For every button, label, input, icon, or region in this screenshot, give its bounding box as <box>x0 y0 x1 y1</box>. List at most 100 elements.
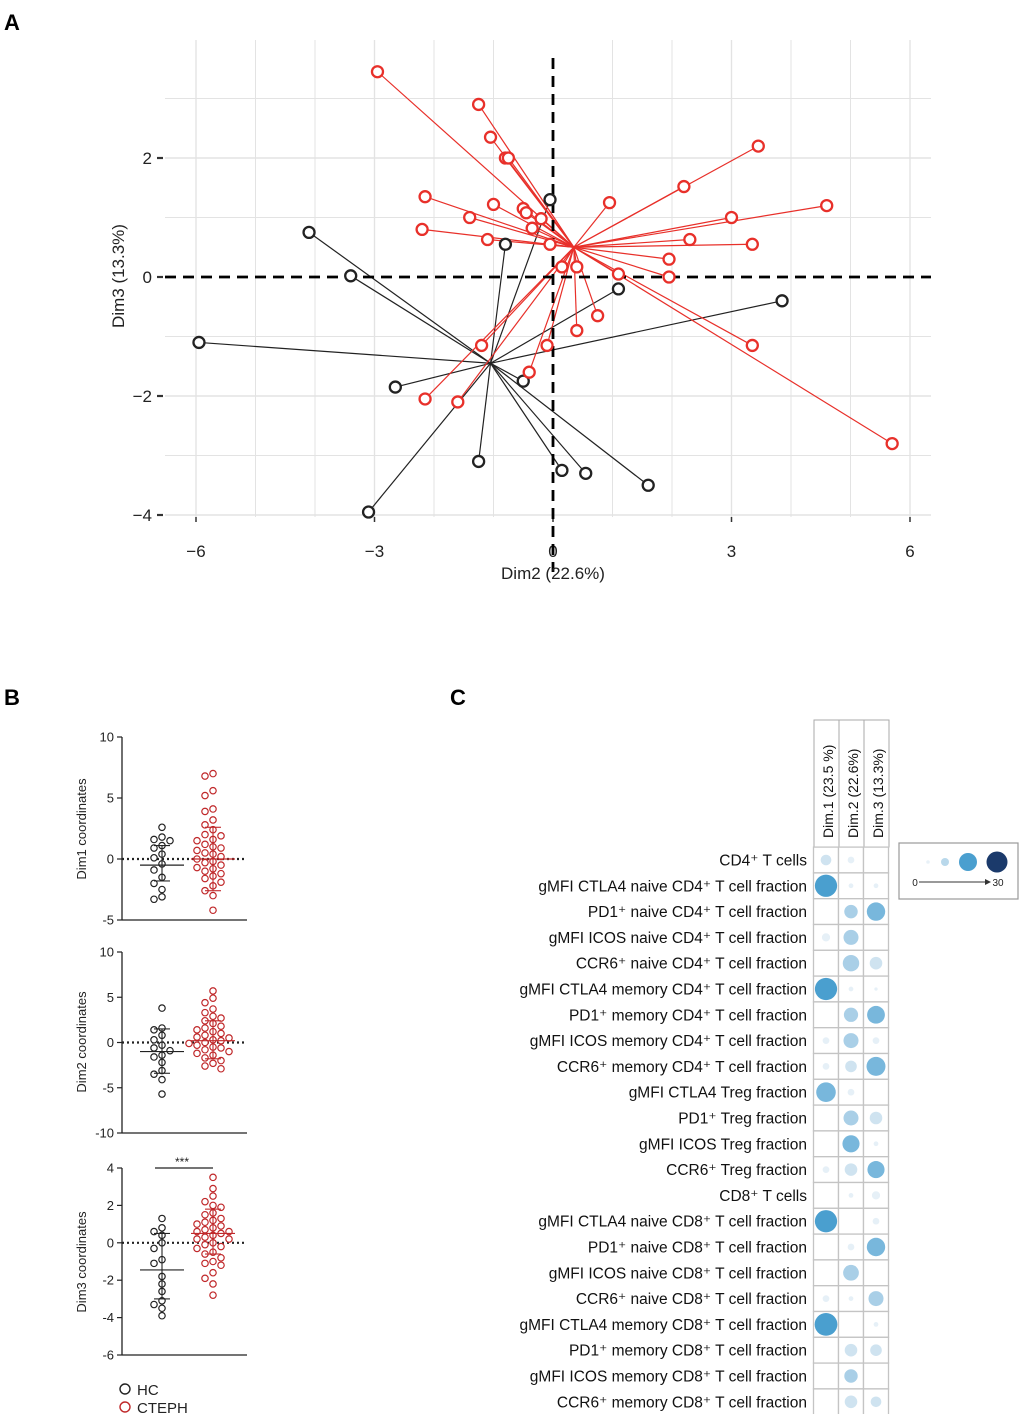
biplot-spoke <box>395 362 491 388</box>
coordinates-point-hc <box>166 836 174 845</box>
biplot-spoke <box>573 246 753 346</box>
heatmap-row-label: PD1⁺ naive CD8⁺ T cell fraction <box>588 1240 807 1257</box>
size-legend-dot-1 <box>926 860 930 864</box>
coordinates-point-cteph <box>201 840 209 849</box>
heatmap-cell <box>837 1207 865 1235</box>
coordinates-point-cteph <box>201 998 209 1007</box>
coordinates-point-hc <box>150 1259 158 1268</box>
coordinates-point-hc <box>150 1070 158 1078</box>
biplot-point-hc <box>555 463 569 478</box>
biplot-point-cteph <box>662 252 676 266</box>
coordinates-y-tick-label: 10 <box>100 730 114 745</box>
coordinates-point-cteph <box>201 1197 209 1206</box>
biplot-point-hc <box>775 294 789 308</box>
coordinates-point-cteph <box>193 1220 201 1228</box>
legend-cteph-label: CTEPH <box>137 1400 188 1414</box>
biplot-point-cteph <box>683 232 697 247</box>
coordinates-point-cteph <box>217 1064 225 1073</box>
size-legend-dot-3 <box>959 853 977 871</box>
coordinates-point-cteph <box>193 836 201 845</box>
coordinates-point-cteph <box>193 1026 201 1034</box>
coordinates-y-tick-label: 2 <box>107 1198 114 1213</box>
biplot-spoke <box>525 212 575 248</box>
coordinates-point-cteph <box>209 1201 217 1210</box>
heatmap-cell <box>837 1310 865 1338</box>
legend-hc-label: HC <box>137 1382 159 1399</box>
biplot-spoke <box>457 246 575 403</box>
biplot-point-cteph <box>480 232 495 247</box>
panel-label-c: C <box>450 685 466 710</box>
biplot-point-cteph <box>751 139 765 153</box>
coordinates-point-cteph <box>185 1039 193 1048</box>
coordinates-point-cteph <box>201 830 209 839</box>
coordinates-point-cteph <box>201 807 209 816</box>
coordinates-point-cteph <box>217 852 225 861</box>
heatmap-contribution-dot <box>822 1037 830 1044</box>
biplot-point-cteph <box>415 222 429 237</box>
heatmap-contribution-dot <box>814 1210 838 1233</box>
heatmap-contribution-dot <box>867 1005 885 1024</box>
coordinates-point-cteph <box>201 1054 209 1062</box>
coordinates-point-cteph <box>201 1210 209 1219</box>
coordinates-point-cteph <box>201 867 209 876</box>
biplot-spoke <box>490 300 783 364</box>
heatmap-row-label: CD4⁺ T cells <box>719 853 807 870</box>
biplot-point-cteph <box>486 197 501 212</box>
heatmap-contribution-dot <box>872 1217 880 1225</box>
biplot-y-tick-label: −2 <box>133 387 152 406</box>
dim3-coordinates-y-label: Dim3 coordinates <box>74 1211 89 1313</box>
biplot-point-hc <box>498 237 513 251</box>
heatmap-contribution-dot <box>844 1343 858 1357</box>
coordinates-point-cteph <box>217 844 225 852</box>
significance-marker: *** <box>175 1155 189 1169</box>
coordinates-point-cteph <box>193 1244 201 1253</box>
biplot-point-cteph <box>519 206 533 220</box>
heatmap-cell <box>812 1233 840 1261</box>
biplot-spoke <box>490 362 563 471</box>
coordinates-point-hc <box>158 1004 166 1012</box>
heatmap-row-label: CCR6⁺ Treg fraction <box>666 1162 807 1179</box>
heatmap-row-label: gMFI ICOS naive CD8⁺ T cell fraction <box>549 1265 807 1282</box>
coordinates-point-cteph <box>201 1259 209 1268</box>
heatmap-contribution-dot <box>814 977 838 1001</box>
heatmap-cell <box>862 1259 890 1287</box>
heatmap-contribution-dot <box>843 929 859 945</box>
coordinates-point-cteph <box>201 1274 209 1283</box>
heatmap-contribution-dot <box>873 1141 879 1147</box>
biplot-spoke <box>540 218 575 248</box>
coordinates-point-hc <box>150 1035 158 1044</box>
coordinates-point-cteph <box>201 1031 209 1040</box>
biplot-x-tick-label: 3 <box>727 542 736 561</box>
heatmap-row-label: gMFI ICOS memory CD8⁺ T cell fraction <box>530 1369 807 1386</box>
heatmap-contribution-dot <box>814 1313 838 1336</box>
biplot-spoke <box>490 362 649 486</box>
biplot-point-cteph <box>451 395 465 409</box>
coordinates-point-hc <box>150 1244 158 1253</box>
heatmap-contribution-dot <box>820 854 832 866</box>
heatmap-contribution-dot <box>872 1037 880 1044</box>
coordinates-point-cteph <box>193 1049 201 1058</box>
heatmap-row-label: CD8⁺ T cells <box>719 1188 807 1205</box>
coordinates-point-cteph <box>201 1233 209 1241</box>
heatmap-row-label: gMFI CTLA4 naive CD8⁺ T cell fraction <box>538 1214 807 1231</box>
biplot-spoke <box>198 341 491 364</box>
coordinates-point-cteph <box>201 858 209 867</box>
coordinates-point-cteph <box>217 1214 225 1223</box>
biplot-spoke <box>573 205 827 248</box>
coordinates-point-cteph <box>209 1012 217 1021</box>
coordinates-point-hc <box>158 823 166 832</box>
coordinates-point-cteph <box>225 1235 233 1243</box>
size-legend-dot-4 <box>986 851 1008 873</box>
heatmap-contribution-dot <box>869 956 883 970</box>
heatmap-contribution-dot <box>844 1395 858 1409</box>
heatmap-row-label: gMFI CTLA4 naive CD4⁺ T cell fraction <box>538 878 807 895</box>
biplot-spoke <box>478 363 492 462</box>
coordinates-point-cteph <box>201 874 209 883</box>
coordinates-point-hc <box>166 1046 174 1055</box>
heatmap-contribution-dot <box>868 1291 884 1307</box>
biplot-spoke <box>424 246 575 400</box>
coordinates-point-hc <box>158 833 166 841</box>
heatmap-row-label: gMFI CTLA4 memory CD8⁺ T cell fraction <box>519 1317 807 1334</box>
coordinates-point-hc <box>150 1300 158 1309</box>
coordinates-y-tick-label: 5 <box>107 791 114 806</box>
